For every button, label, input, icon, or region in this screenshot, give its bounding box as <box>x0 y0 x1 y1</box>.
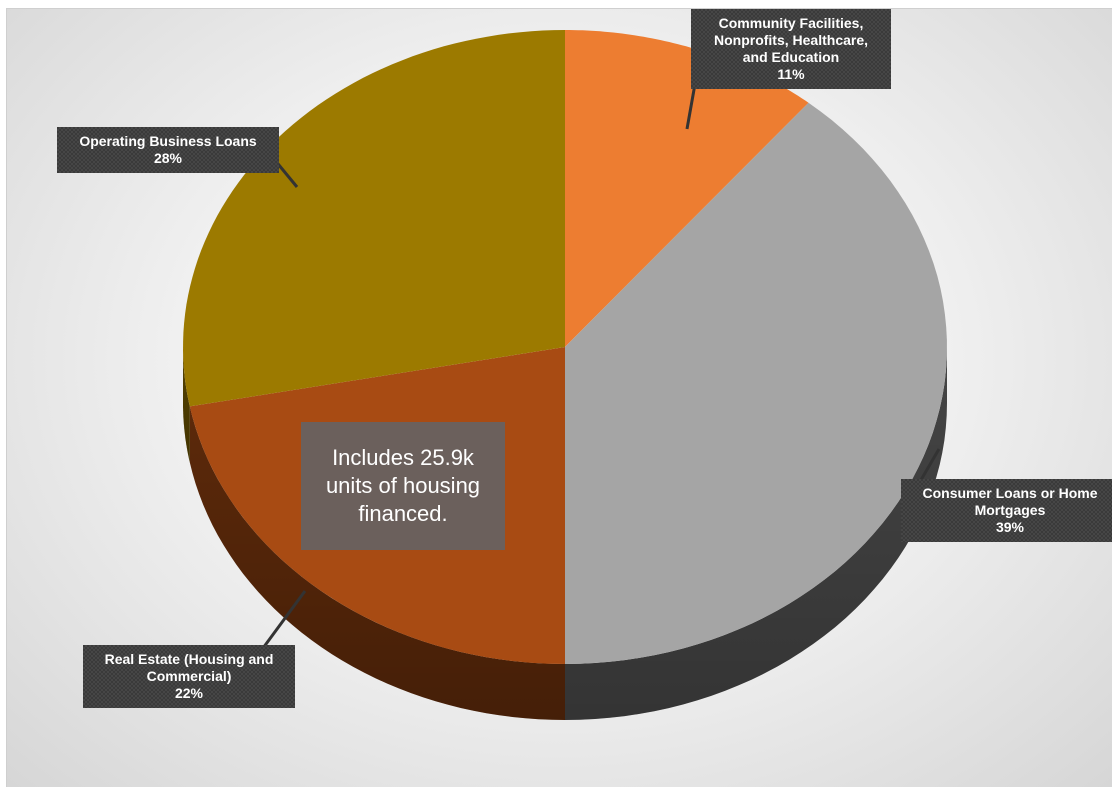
pie-side-shade-2 <box>189 406 566 720</box>
label-community-line1: Community Facilities, <box>718 15 864 31</box>
label-community: Community Facilities, Nonprofits, Health… <box>691 9 891 89</box>
pie-side-walls <box>183 347 947 720</box>
label-consumer: Consumer Loans or Home Mortgages 39% <box>901 479 1112 542</box>
label-community-line2: Nonprofits, Healthcare, <box>713 32 869 48</box>
pie-slice-3 <box>183 30 565 407</box>
pie-chart <box>183 30 947 720</box>
label-consumer-value: 39% <box>995 519 1025 535</box>
label-community-line3: and Education <box>742 49 840 65</box>
label-realestate-line2: Commercial) <box>146 668 232 684</box>
leader-realestate <box>253 590 307 660</box>
annotation-box: Includes 25.9k units of housing financed… <box>301 422 505 550</box>
pie-slice-1 <box>565 102 947 664</box>
label-community-value: 11% <box>777 66 805 82</box>
leader-community <box>685 83 697 130</box>
pie-side-shade-1 <box>565 347 947 720</box>
pie-side-shade-3 <box>183 347 190 463</box>
label-consumer-line1: Consumer Loans or Home <box>922 485 1098 501</box>
label-operating: Operating Business Loans 28% <box>57 127 279 173</box>
pie-slice-0 <box>565 30 809 347</box>
label-realestate-value: 22% <box>174 685 204 701</box>
label-realestate: Real Estate (Housing and Commercial) 22% <box>83 645 295 708</box>
chart-area: Includes 25.9k units of housing financed… <box>6 8 1112 787</box>
label-consumer-line2: Mortgages <box>974 502 1046 518</box>
leader-operating <box>267 152 299 188</box>
label-operating-line1: Operating Business Loans <box>79 133 257 149</box>
pie-top <box>183 30 947 664</box>
label-realestate-line1: Real Estate (Housing and <box>104 651 274 667</box>
label-operating-value: 28% <box>153 150 183 166</box>
